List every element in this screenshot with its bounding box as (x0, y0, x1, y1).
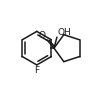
Text: OH: OH (57, 28, 71, 37)
Text: F: F (34, 66, 39, 75)
Text: O: O (39, 31, 46, 40)
